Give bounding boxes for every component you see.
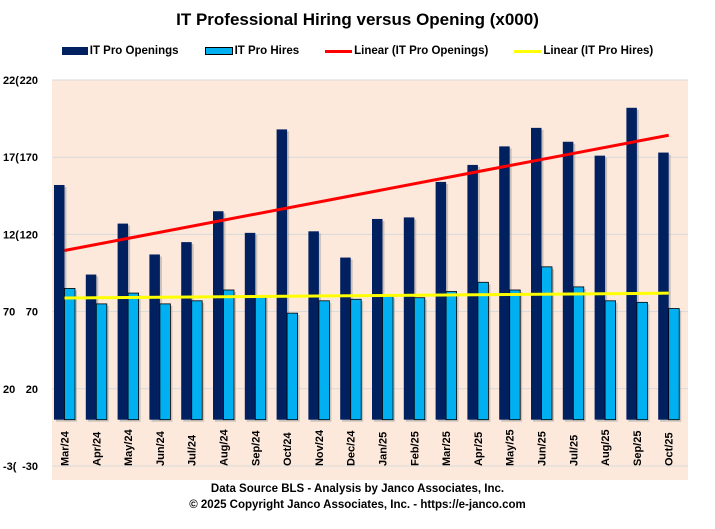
bar-hires	[382, 295, 394, 421]
bar-openings	[340, 257, 351, 420]
legend-item-openings: IT Pro Openings	[61, 45, 179, 57]
x-tick-label: Sep/24	[250, 430, 262, 466]
bar-openings	[531, 127, 542, 420]
x-tick-label: Mar/25	[441, 431, 453, 466]
bar-openings	[244, 232, 256, 420]
x-tick-label: Apr/24	[91, 431, 103, 466]
bar-openings	[276, 129, 288, 420]
bar-openings	[213, 211, 224, 420]
bar-openings	[626, 107, 637, 420]
bar-openings	[372, 218, 383, 420]
legend-swatch-hires	[204, 47, 233, 55]
y-tick-label-secondary: 22(	[3, 75, 19, 87]
bar-hires	[445, 291, 458, 421]
x-tick-label: Feb/25	[409, 431, 421, 466]
bar-hires	[413, 297, 426, 421]
bar-openings	[658, 152, 669, 420]
bar-hires	[477, 281, 489, 421]
x-tick-label: Jun/25	[537, 431, 549, 466]
x-tick-label: Dec/24	[346, 430, 358, 466]
legend-item-hires: IT Pro Hires	[204, 45, 300, 57]
bar-openings	[594, 155, 606, 420]
plot-area	[52, 80, 688, 480]
legend-item-hires-trend: Linear (IT Pro Hires)	[514, 45, 653, 57]
legend-swatch-openings	[61, 47, 88, 55]
x-tick-label: Oct/25	[664, 432, 676, 466]
trendline-openings	[64, 133, 669, 252]
legend-label-hires-trend: Linear (IT Pro Hires)	[543, 45, 654, 57]
y-tick-label-secondary: 70	[3, 307, 15, 319]
legend-line-hires-trend	[514, 49, 542, 53]
bar-openings	[85, 274, 97, 420]
bar-hires	[668, 308, 680, 421]
chart-title: IT Professional Hiring versus Opening (x…	[176, 10, 539, 29]
y-tick-label: 170	[20, 152, 38, 164]
bar-hires	[191, 300, 203, 421]
legend: IT Pro Openings IT Pro Hires Linear (IT …	[0, 45, 715, 57]
x-tick-label: Jul/24	[187, 434, 199, 466]
x-tick-label: Mar/24	[60, 430, 72, 466]
bar-hires	[127, 292, 140, 421]
legend-label-hires: IT Pro Hires	[234, 45, 300, 57]
bar-openings	[499, 146, 510, 420]
bar-hires	[254, 295, 267, 421]
y-tick-label-secondary: 17(	[3, 152, 19, 164]
bar-openings	[117, 223, 129, 420]
bar-hires	[159, 303, 171, 421]
x-tick-label: Aug/24	[219, 428, 231, 466]
y-tick-label: 120	[20, 229, 38, 241]
x-tick-label: Aug/25	[600, 429, 612, 466]
bar-openings	[308, 231, 319, 420]
x-tick-label: May/25	[505, 429, 517, 466]
bar-hires	[350, 298, 362, 421]
legend-label-openings-trend: Linear (IT Pro Openings)	[354, 45, 489, 57]
y-tick-label-secondary: -3(	[3, 461, 17, 473]
bar-hires	[541, 266, 553, 421]
x-tick-label: May/24	[123, 428, 135, 466]
bar-hires	[286, 312, 299, 421]
footer-copyright: © 2025 Copyright Janco Associates, Inc. …	[189, 499, 526, 511]
y-tick-label: -30	[22, 461, 38, 473]
bar-openings	[181, 242, 192, 420]
bar-hires	[95, 303, 108, 421]
y-tick-label: 20	[26, 384, 38, 396]
x-tick-label: Jan/25	[378, 432, 390, 466]
y-tick-label: 70	[26, 307, 38, 319]
y-tick-label: 220	[20, 75, 38, 87]
bar-hires	[604, 300, 616, 421]
bar-hires	[572, 286, 585, 421]
x-tick-label: Jun/24	[155, 430, 167, 466]
bar-hires	[509, 289, 521, 421]
x-tick-label: Nov/24	[314, 429, 326, 466]
bar-hires	[223, 289, 235, 421]
y-tick-label-secondary: 12(	[3, 229, 19, 241]
x-tick-label: Apr/25	[473, 432, 485, 466]
y-tick-label-secondary: 20	[3, 384, 15, 396]
bar-hires	[318, 300, 330, 421]
bar-hires	[636, 301, 648, 421]
bar-openings	[149, 254, 160, 420]
bar-openings	[467, 164, 478, 420]
legend-line-openings-trend	[325, 49, 353, 53]
bar-openings	[403, 217, 415, 420]
legend-label-openings: IT Pro Openings	[89, 45, 179, 57]
x-tick-label: Oct/24	[282, 431, 294, 466]
x-tick-label: Sep/25	[632, 431, 644, 466]
bar-openings	[562, 141, 574, 420]
bar-hires	[64, 288, 76, 421]
bar-openings	[435, 181, 447, 420]
footer-source: Data Source BLS - Analysis by Janco Asso…	[210, 483, 505, 495]
bar-openings	[54, 184, 65, 420]
trendline-hires	[64, 291, 669, 300]
legend-item-openings-trend: Linear (IT Pro Openings)	[325, 45, 488, 57]
x-tick-label: Jul/25	[568, 435, 580, 466]
